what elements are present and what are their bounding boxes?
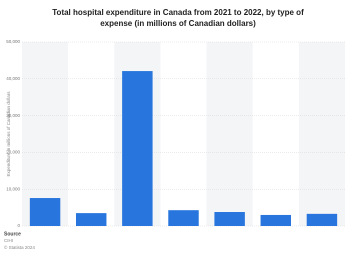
bar bbox=[260, 214, 292, 226]
source: CIHI bbox=[4, 238, 13, 243]
y-tick-label: 0 bbox=[17, 223, 20, 228]
bar bbox=[306, 213, 338, 226]
source-label: Source bbox=[4, 231, 21, 237]
y-tick-label: 30,000 bbox=[6, 113, 20, 118]
bar bbox=[168, 210, 199, 226]
chart-title: Total hospital expenditure in Canada fro… bbox=[52, 8, 304, 28]
bar bbox=[122, 71, 153, 227]
bar bbox=[75, 213, 107, 226]
y-tick-label: 50,000 bbox=[6, 39, 20, 44]
copyright: © Statista 2024 bbox=[4, 244, 35, 250]
y-tick-label: 40,000 bbox=[6, 76, 20, 81]
y-tick-label: 10,000 bbox=[6, 186, 20, 191]
y-tick-label: 20,000 bbox=[6, 150, 20, 155]
y-axis-label: Expenditure in millions of Canadian doll… bbox=[6, 91, 11, 177]
bar bbox=[29, 198, 61, 226]
bar bbox=[214, 212, 245, 226]
